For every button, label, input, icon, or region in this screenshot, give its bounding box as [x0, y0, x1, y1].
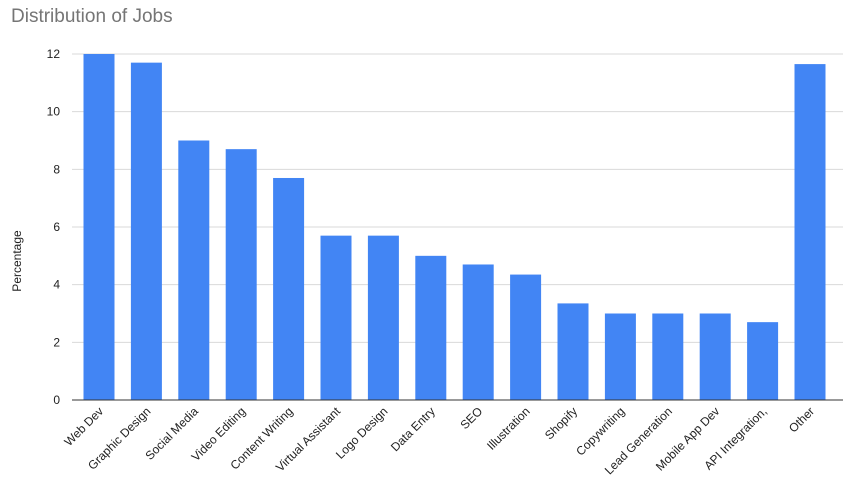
- y-tick-label: 6: [53, 220, 60, 234]
- y-tick-label: 4: [53, 278, 60, 292]
- x-tick-label: Illustration: [484, 404, 533, 453]
- x-tick-label: Web Dev: [61, 404, 106, 449]
- y-axis-label: Percentage: [10, 230, 24, 292]
- bar[interactable]: [462, 264, 494, 400]
- bar[interactable]: [699, 313, 731, 401]
- y-tick-label: 12: [47, 47, 61, 61]
- bar[interactable]: [178, 140, 210, 401]
- bar[interactable]: [794, 64, 826, 400]
- y-tick-label: 2: [53, 335, 60, 349]
- y-tick-label: 0: [53, 393, 60, 407]
- bar[interactable]: [415, 255, 447, 400]
- y-tick-label: 8: [53, 162, 60, 176]
- bar[interactable]: [604, 313, 636, 401]
- x-tick-label: Data Entry: [388, 404, 438, 454]
- bar[interactable]: [652, 313, 684, 401]
- x-tick-label: Shopify: [542, 404, 580, 442]
- y-tick-label: 10: [47, 105, 61, 119]
- bars: [83, 54, 826, 401]
- bar[interactable]: [83, 54, 115, 400]
- bar[interactable]: [320, 235, 352, 400]
- y-axis-ticks: 0 2 4 6 8 10 12: [47, 47, 61, 407]
- bar[interactable]: [747, 322, 779, 400]
- bar[interactable]: [557, 303, 589, 400]
- bar[interactable]: [367, 235, 399, 400]
- bar[interactable]: [225, 149, 257, 400]
- x-tick-label: Other: [786, 404, 817, 435]
- bar[interactable]: [273, 177, 305, 400]
- bar[interactable]: [130, 62, 162, 401]
- chart-title: Distribution of Jobs: [11, 6, 173, 27]
- bar[interactable]: [510, 274, 542, 400]
- x-tick-label: SEO: [458, 404, 486, 432]
